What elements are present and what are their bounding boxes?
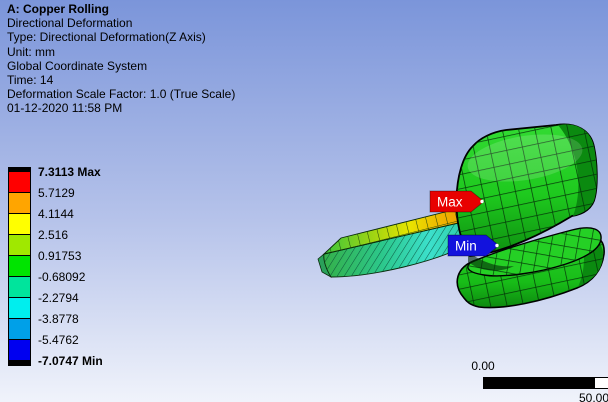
- analysis-title: A: Copper Rolling: [7, 2, 109, 16]
- contour-legend: 7.3113 Max 5.7129 4.1144 2.516 0.91753 -…: [8, 165, 148, 377]
- ruler-mid-label: 50.00: [578, 391, 608, 402]
- deformation-scale: Deformation Scale Factor: 1.0 (True Scal…: [7, 87, 236, 102]
- result-name: Directional Deformation: [7, 16, 133, 31]
- time-step: Time: 14: [7, 73, 54, 88]
- roller-nip-shadow: [468, 252, 514, 271]
- legend-value: 2.516: [38, 228, 69, 242]
- result-type: Type: Directional Deformation(Z Axis): [7, 30, 206, 45]
- workpiece-strip[interactable]: [317, 207, 472, 278]
- result-info-block: A: Copper Rolling Directional Deformatio…: [7, 2, 235, 116]
- legend-value: -0.68092: [38, 270, 86, 284]
- legend-band: [9, 214, 30, 235]
- legend-band: [9, 235, 30, 256]
- result-unit: Unit: mm: [7, 44, 55, 59]
- legend-band: [9, 172, 30, 193]
- legend-value: 0.91753: [38, 249, 82, 263]
- legend-band: [9, 340, 30, 361]
- ruler-white-segment: [594, 377, 608, 389]
- max-annotation-flag[interactable]: Max: [429, 190, 485, 213]
- legend-band: [9, 319, 30, 340]
- legend-band: [9, 298, 30, 319]
- legend-color-bar: [8, 167, 31, 366]
- min-annotation-flag[interactable]: Min: [447, 234, 500, 257]
- max-marker-dot: [480, 199, 484, 204]
- timestamp: 01-12-2020 11:58 PM: [7, 101, 123, 116]
- max-flag-label: Max: [437, 195, 463, 210]
- top-roller[interactable]: [455, 123, 598, 257]
- legend-value-max: 7.3113 Max: [38, 165, 101, 179]
- legend-value: -2.2794: [38, 291, 79, 305]
- roller-highlight: [467, 134, 583, 182]
- legend-band: [9, 256, 30, 277]
- legend-value: 4.1144: [38, 207, 74, 221]
- ruler-black-segment: [483, 377, 594, 389]
- legend-value: 5.7129: [38, 186, 75, 200]
- bottom-roller-rim: [467, 227, 602, 277]
- min-flag-label: Min: [455, 239, 477, 254]
- ruler-start-label: 0.00: [471, 359, 495, 373]
- legend-bottom-cap: [9, 361, 30, 365]
- legend-value: -3.8778: [38, 312, 79, 326]
- legend-band: [9, 193, 30, 214]
- legend-value: -5.4762: [38, 333, 79, 347]
- min-marker-dot: [495, 243, 499, 248]
- coordinate-system: Global Coordinate System: [7, 58, 148, 73]
- legend-top-cap: [9, 168, 30, 172]
- legend-band: [9, 277, 30, 298]
- legend-value-min: -7.0747 Min: [38, 354, 103, 368]
